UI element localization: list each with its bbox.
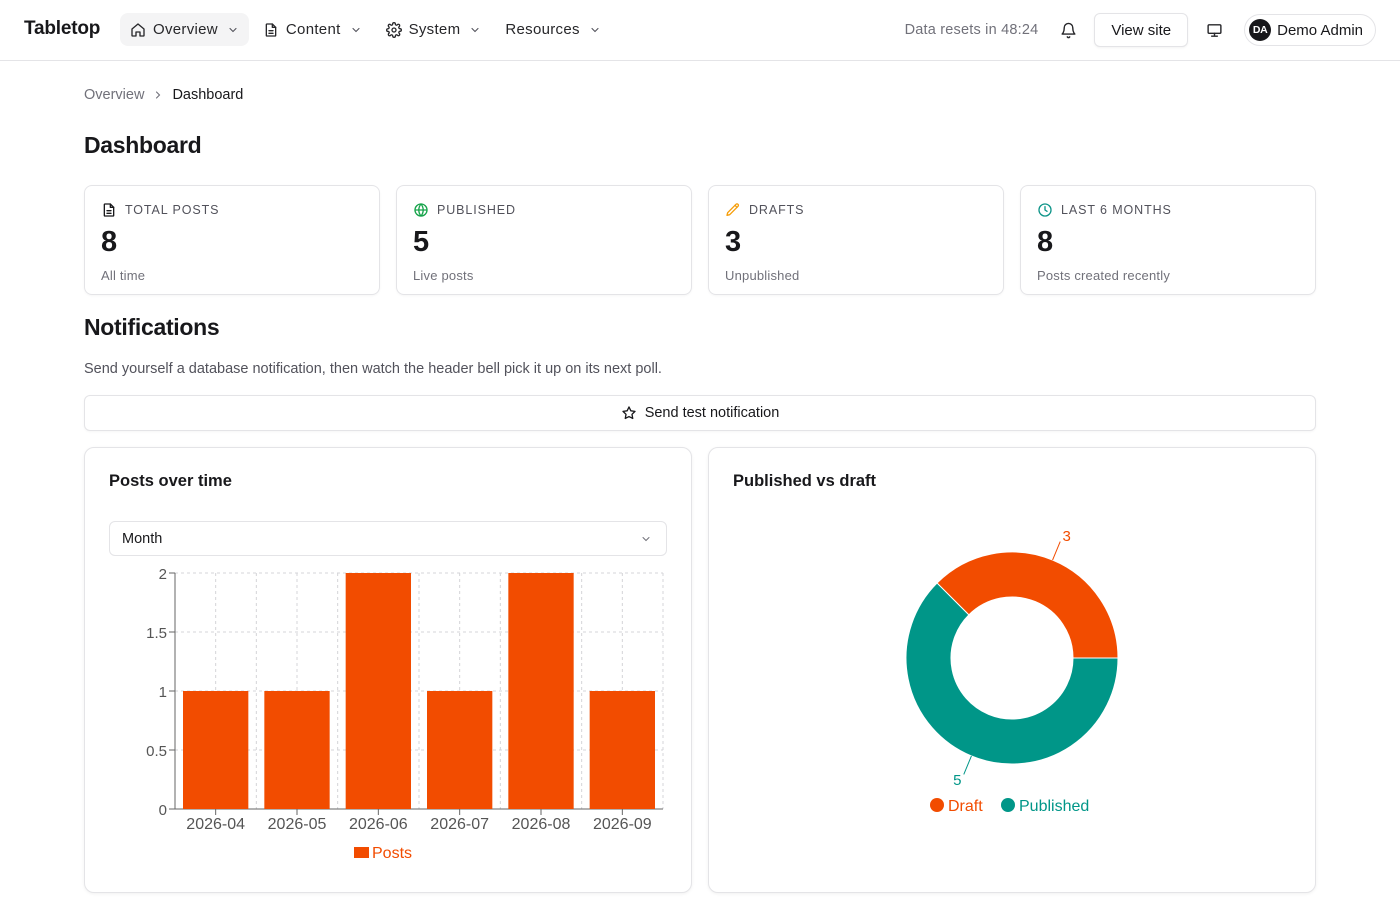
brand-logo[interactable]: Tabletop (24, 18, 101, 39)
slice-value-label: 5 (953, 772, 961, 789)
header-tools: Data resets in 48:24 View site DA Demo A… (905, 13, 1376, 47)
chevron-down-icon (471, 27, 479, 32)
chevron-right-icon (156, 91, 161, 99)
monitor-icon (1207, 23, 1222, 37)
bar (589, 691, 655, 809)
bar (345, 573, 411, 809)
globe-icon (414, 203, 428, 217)
period-select-value: Month (122, 530, 163, 547)
card-title: Posts over time (109, 472, 232, 490)
posts-over-time-card: Posts over time Month 0 0.5 1 1.5 2 2026-04 20… (84, 447, 692, 893)
card-title: Published vs draft (733, 472, 877, 490)
theme-toggle-button[interactable] (1198, 14, 1230, 46)
view-site-button[interactable]: View site (1094, 13, 1189, 47)
stat-card-last-6-months: LAST 6 MONTHS 8 Posts created recently (1020, 185, 1316, 295)
published-draft-donut-chart: 3 5 Draft Published (905, 528, 1119, 815)
star-icon (622, 406, 636, 420)
breadcrumb-current: Dashboard (172, 87, 244, 103)
document-icon (265, 22, 277, 37)
send-test-notification-label: Send test notification (644, 405, 780, 421)
user-name: Demo Admin (1277, 21, 1363, 39)
slice-label-line (963, 755, 972, 775)
stat-card-published: PUBLISHED 5 Live posts (396, 185, 692, 295)
home-icon (131, 22, 145, 37)
y-tick-label: 1.5 (146, 625, 167, 642)
x-tick-label: 2026-04 (186, 816, 245, 833)
bell-icon (1061, 22, 1076, 38)
slice-value-label: 3 (1063, 528, 1071, 545)
bar (264, 691, 330, 809)
posts-bar-chart: 0 0.5 1 1.5 2 2026-04 2026-05 2026-06 2026-07 202… (146, 566, 664, 862)
stat-label: TOTAL POSTS (125, 203, 220, 217)
nav-item-resources[interactable]: Resources (495, 13, 610, 46)
legend-label: Published (1019, 798, 1089, 815)
chevron-down-icon (591, 27, 599, 32)
notifications-description: Send yourself a database notification, t… (84, 361, 662, 377)
nav-label: System (408, 21, 461, 38)
donut-slice (905, 582, 1119, 765)
slice-label-line (1052, 541, 1061, 561)
stat-label: DRAFTS (749, 203, 805, 217)
legend-swatch (930, 798, 944, 812)
x-tick-label: 2026-08 (512, 816, 571, 833)
x-tick-label: 2026-06 (349, 816, 408, 833)
legend-swatch (1001, 798, 1015, 812)
document-icon (103, 203, 115, 217)
x-tick-label: 2026-07 (430, 816, 489, 833)
donut-slice (936, 551, 1119, 659)
stat-card-total-posts: TOTAL POSTS 8 All time (84, 185, 380, 295)
top-bar: Tabletop Overview Content System Resourc… (0, 0, 1400, 61)
data-reset-timer: Data resets in 48:24 (904, 22, 1039, 38)
stat-description: Live posts (413, 268, 474, 283)
send-test-notification-button[interactable]: Send test notification (84, 395, 1316, 431)
x-tick-label: 2026-09 (593, 816, 652, 833)
published-vs-draft-card: Published vs draft 3 5 Draft Published (708, 447, 1316, 893)
stat-description: All time (101, 268, 146, 283)
stat-value: 8 (1037, 226, 1054, 258)
y-tick-label: 2 (159, 566, 167, 583)
notifications-heading: Notifications (84, 314, 220, 340)
stat-description: Posts created recently (1037, 268, 1171, 283)
page-title: Dashboard (84, 132, 202, 158)
legend-swatch (354, 847, 369, 858)
breadcrumb-link-overview[interactable]: Overview (84, 87, 145, 103)
pencil-icon (726, 203, 740, 216)
y-tick-label: 0.5 (146, 743, 167, 760)
nav-label: Overview (153, 21, 218, 38)
stat-label: PUBLISHED (437, 203, 516, 217)
nav-label: Content (285, 21, 341, 38)
main-nav: Overview Content System Resources (120, 13, 611, 46)
avatar: DA (1249, 19, 1272, 41)
nav-label: Resources (505, 21, 580, 38)
y-tick-label: 1 (159, 684, 167, 701)
stat-value: 5 (413, 226, 430, 258)
legend-label: Posts (372, 845, 412, 862)
bar (427, 691, 493, 809)
clock-icon (1038, 203, 1052, 217)
chevron-down-icon (229, 27, 237, 32)
stats-row: TOTAL POSTS 8 All time PUBLISHED 5 Live … (84, 185, 1316, 295)
stat-description: Unpublished (725, 268, 800, 283)
chevron-down-icon (352, 27, 360, 32)
nav-item-overview[interactable]: Overview (120, 13, 249, 46)
stat-card-drafts: DRAFTS 3 Unpublished (708, 185, 1004, 295)
breadcrumb: Overview Dashboard (84, 87, 243, 103)
user-menu-button[interactable]: DA Demo Admin (1244, 14, 1376, 46)
stat-value: 8 (101, 226, 118, 258)
gear-icon (385, 21, 402, 38)
y-tick-label: 0 (159, 802, 167, 819)
stat-label: LAST 6 MONTHS (1061, 203, 1172, 217)
bar (183, 691, 249, 809)
notifications-button[interactable] (1052, 14, 1084, 46)
x-tick-label: 2026-05 (268, 816, 327, 833)
nav-item-system[interactable]: System (376, 13, 492, 46)
period-select[interactable]: Month (109, 521, 667, 556)
bar (508, 573, 574, 809)
legend-label: Draft (948, 798, 983, 815)
chevron-down-icon (642, 536, 650, 541)
stat-value: 3 (725, 226, 742, 258)
nav-item-content[interactable]: Content (253, 13, 372, 46)
